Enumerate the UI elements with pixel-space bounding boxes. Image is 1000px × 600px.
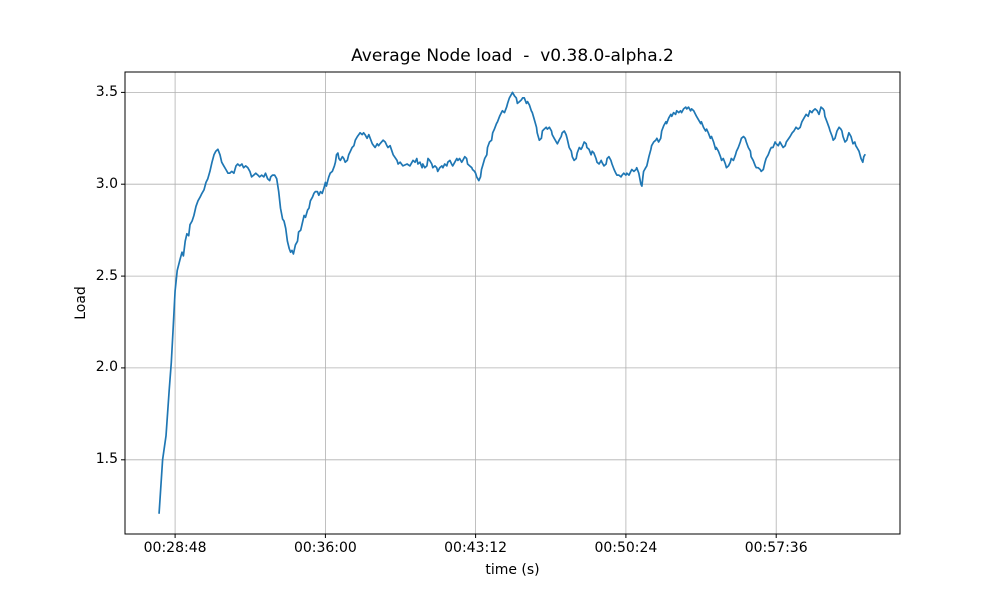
x-tick-label: 00:28:48 bbox=[143, 540, 207, 556]
grid bbox=[125, 72, 900, 534]
y-axis-label: Load bbox=[73, 286, 89, 320]
plot-frame bbox=[124, 71, 901, 535]
chart-title: Average Node load - v0.38.0-alpha.2 bbox=[351, 46, 674, 66]
y-tick-label: 2.5 bbox=[95, 267, 118, 284]
x-tick-label: 00:43:12 bbox=[444, 540, 508, 556]
y-tick-label: 3.0 bbox=[95, 175, 118, 192]
average-node-load-line bbox=[158, 91, 866, 514]
y-tick-label: 2.0 bbox=[95, 359, 118, 376]
x-tick-label: 00:57:36 bbox=[744, 540, 808, 556]
x-tick-label: 00:50:24 bbox=[594, 540, 658, 556]
series bbox=[158, 91, 866, 514]
plot-border bbox=[124, 71, 901, 535]
axis-ticks bbox=[121, 91, 777, 538]
x-tick-label: 00:36:00 bbox=[293, 540, 357, 556]
y-tick-label: 3.5 bbox=[95, 83, 118, 100]
y-tick-label: 1.5 bbox=[95, 451, 118, 468]
x-axis-label: time (s) bbox=[485, 562, 540, 578]
